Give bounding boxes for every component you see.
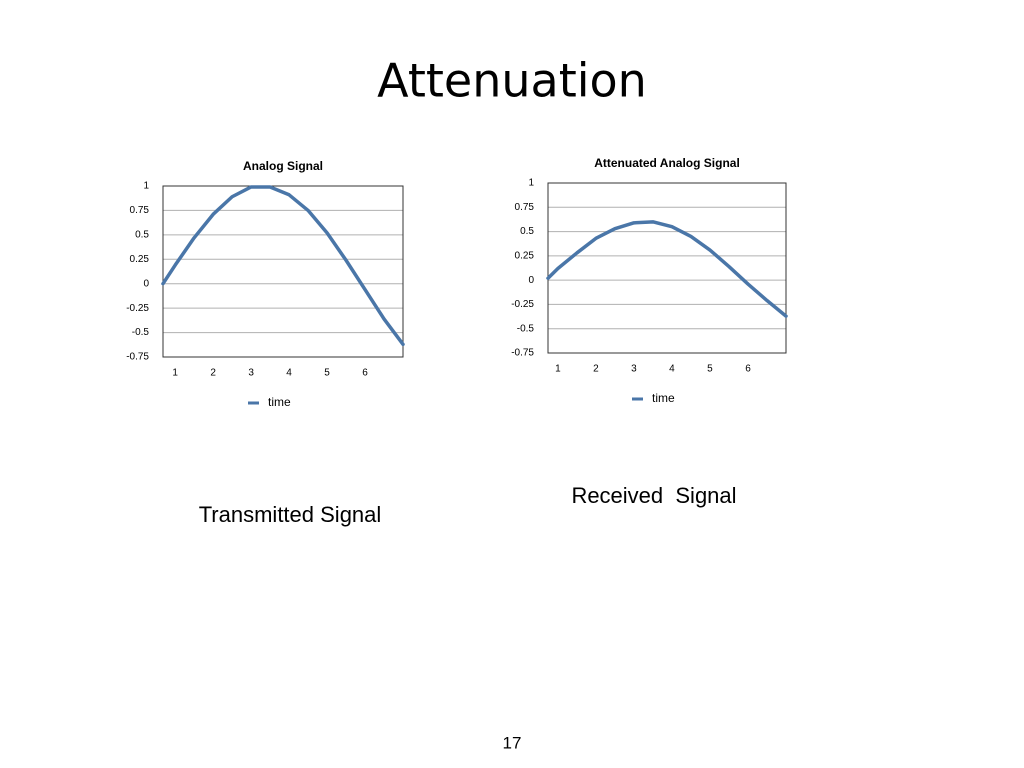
x-tick-label: 2 <box>593 364 599 375</box>
y-tick-label: 0.25 <box>515 250 535 261</box>
chart-title: Attenuated Analog Signal <box>594 156 740 170</box>
y-tick-label: -0.5 <box>132 327 150 338</box>
y-tick-label: 0.25 <box>130 254 150 265</box>
plot-frame <box>162 185 404 358</box>
series-line <box>546 220 788 318</box>
y-tick-label: 0.5 <box>520 226 534 237</box>
y-tick-label: 0.5 <box>135 229 149 240</box>
y-tick-label: -0.5 <box>517 323 535 334</box>
x-tick-label: 1 <box>172 368 178 379</box>
y-tick-label: 0 <box>528 275 534 286</box>
y-tick-label: -0.75 <box>126 352 149 363</box>
plot-frame <box>547 182 787 354</box>
caption: Received Signal <box>571 483 736 508</box>
x-tick-label: 6 <box>745 364 751 375</box>
x-tick-label: 2 <box>210 368 216 379</box>
slide-title: Attenuation <box>377 54 647 108</box>
caption: Transmitted Signal <box>199 502 382 527</box>
x-tick-label: 1 <box>555 364 561 375</box>
y-tick-label: 0.75 <box>130 205 150 216</box>
y-tick-label: -0.75 <box>511 348 534 359</box>
x-tick-label: 3 <box>248 368 254 379</box>
x-tick-label: 5 <box>707 364 713 375</box>
y-tick-label: 0 <box>143 278 149 289</box>
chart-title: Analog Signal <box>243 159 323 173</box>
legend-label: time <box>268 395 291 409</box>
legend-label: time <box>652 391 675 405</box>
y-tick-label: -0.25 <box>511 299 534 310</box>
x-tick-label: 6 <box>362 368 368 379</box>
x-tick-label: 4 <box>286 368 292 379</box>
y-tick-label: 1 <box>528 178 534 189</box>
x-tick-label: 5 <box>324 368 330 379</box>
y-tick-label: 1 <box>143 181 149 192</box>
page-number: 17 <box>503 733 522 752</box>
x-tick-label: 3 <box>631 364 637 375</box>
series-line <box>161 185 405 347</box>
y-tick-label: 0.75 <box>515 202 535 213</box>
x-tick-label: 4 <box>669 364 675 375</box>
y-tick-label: -0.25 <box>126 303 149 314</box>
